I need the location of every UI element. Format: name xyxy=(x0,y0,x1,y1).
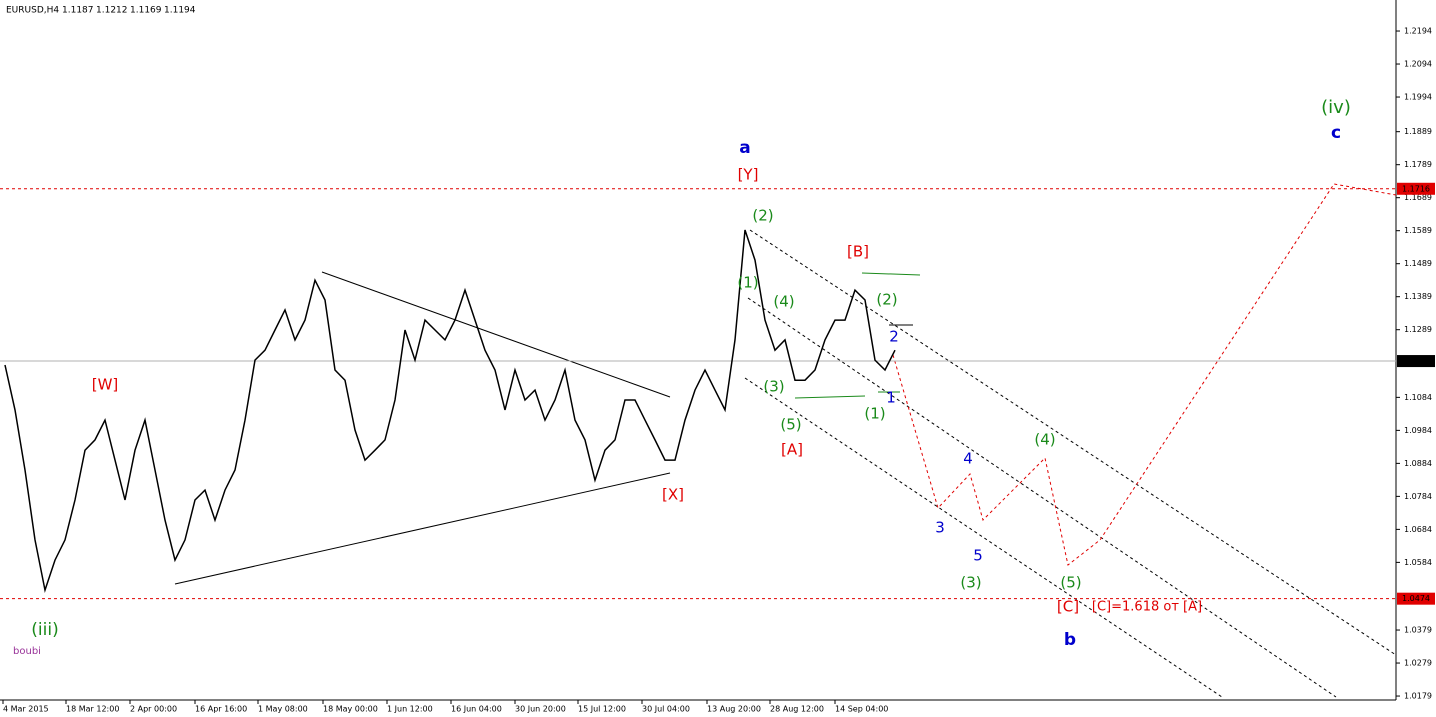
wave-label: (3) xyxy=(763,378,784,396)
symbol: EURUSD,H4 xyxy=(6,6,59,16)
ohlc-value: 1.1212 xyxy=(96,6,128,16)
wave-label: 3 xyxy=(935,519,945,537)
y-tick-label: 1.1489 xyxy=(1404,259,1432,268)
x-tick-label: 16 Jun 04:00 xyxy=(451,705,502,714)
wave-label: c xyxy=(1331,123,1341,143)
x-tick-label: 2 Apr 00:00 xyxy=(130,705,177,714)
y-tick-label: 1.0179 xyxy=(1404,692,1432,701)
y-tick-label: 1.2094 xyxy=(1404,60,1432,69)
y-tick-label: 1.1389 xyxy=(1404,292,1432,301)
price-box-label: 1.1194 xyxy=(1402,357,1430,366)
wave-label: b xyxy=(1064,630,1076,650)
wave-label: [X] xyxy=(662,486,684,504)
wave-label: a xyxy=(739,138,750,158)
wave-label: (4) xyxy=(773,293,794,311)
wave-label: (2) xyxy=(876,291,897,309)
trendline xyxy=(321,271,671,398)
trendline xyxy=(174,472,671,585)
wave-label: (3) xyxy=(960,574,981,592)
wave-label: (1) xyxy=(737,274,758,292)
y-tick-label: 1.1084 xyxy=(1404,393,1432,402)
price-box xyxy=(1397,182,1435,195)
wave-label: boubi xyxy=(13,646,41,657)
wave-level xyxy=(861,272,921,276)
wave-label: [C]=1.618 от [A] xyxy=(1092,600,1202,615)
wave-label: [A] xyxy=(781,441,803,459)
price-box xyxy=(1397,592,1435,605)
x-tick-label: 15 Jul 12:00 xyxy=(578,705,626,714)
x-tick-label: 18 May 00:00 xyxy=(323,705,378,714)
wave-label: (5) xyxy=(780,416,801,434)
y-tick-label: 1.0584 xyxy=(1404,558,1432,567)
wave-label: 1 xyxy=(886,389,896,407)
x-tick-label: 18 Mar 12:00 xyxy=(66,705,119,714)
wave-label: [W] xyxy=(92,376,119,394)
y-tick-label: 1.0279 xyxy=(1404,659,1432,668)
wave-label: (4) xyxy=(1034,431,1055,449)
price-box xyxy=(1397,355,1435,368)
y-tick-label: 1.0684 xyxy=(1404,525,1432,534)
y-tick-label: 1.1789 xyxy=(1404,160,1432,169)
wave-label: (iv) xyxy=(1321,97,1351,118)
wave-label: [Y] xyxy=(738,166,759,184)
x-tick-label: 28 Aug 12:00 xyxy=(770,705,824,714)
wave-label: [C] xyxy=(1057,598,1079,616)
y-tick-label: 1.1889 xyxy=(1404,127,1432,136)
y-tick-label: 1.0884 xyxy=(1404,459,1432,468)
y-tick-label: 1.0784 xyxy=(1404,492,1432,501)
wave-label: 4 xyxy=(963,450,973,468)
y-tick-label: 1.0984 xyxy=(1404,426,1432,435)
wave-label: (iii) xyxy=(31,620,58,640)
wave-level xyxy=(794,395,866,399)
y-tick-label: 1.1689 xyxy=(1404,193,1432,202)
x-tick-label: 14 Sep 04:00 xyxy=(835,705,888,714)
x-tick-label: 4 Mar 2015 xyxy=(3,705,49,714)
y-tick-label: 1.1289 xyxy=(1404,325,1432,334)
forecast-path xyxy=(892,183,1397,566)
x-tick-label: 1 Jun 12:00 xyxy=(387,705,433,714)
x-tick-label: 30 Jun 20:00 xyxy=(515,705,566,714)
channel-line xyxy=(749,229,1397,656)
price-box-label: 1.1716 xyxy=(1402,184,1430,193)
y-tick-label: 1.1589 xyxy=(1404,226,1432,235)
x-tick-label: 16 Apr 16:00 xyxy=(195,705,247,714)
price-line xyxy=(4,229,896,594)
channel-line xyxy=(747,297,1337,698)
x-tick-label: 1 May 08:00 xyxy=(258,705,308,714)
wave-label: [B] xyxy=(847,243,869,261)
y-tick-label: 1.0379 xyxy=(1404,626,1432,635)
y-tick-label: 1.2194 xyxy=(1404,27,1432,36)
wave-label: 5 xyxy=(973,547,983,565)
x-tick-label: 13 Aug 20:00 xyxy=(707,705,761,714)
wave-label: 2 xyxy=(889,328,899,346)
wave-label: (2) xyxy=(752,207,773,225)
ohlc-value: 1.1194 xyxy=(164,6,196,16)
ohlc-value: 1.1169 xyxy=(130,6,162,16)
price-box-label: 1.0474 xyxy=(1402,594,1430,603)
wave-label: (5) xyxy=(1060,574,1081,592)
y-tick-label: 1.1994 xyxy=(1404,93,1432,102)
ohlc-value: 1.1187 xyxy=(62,6,94,16)
x-tick-label: 30 Jul 04:00 xyxy=(642,705,690,714)
wave-label: (1) xyxy=(864,405,885,423)
